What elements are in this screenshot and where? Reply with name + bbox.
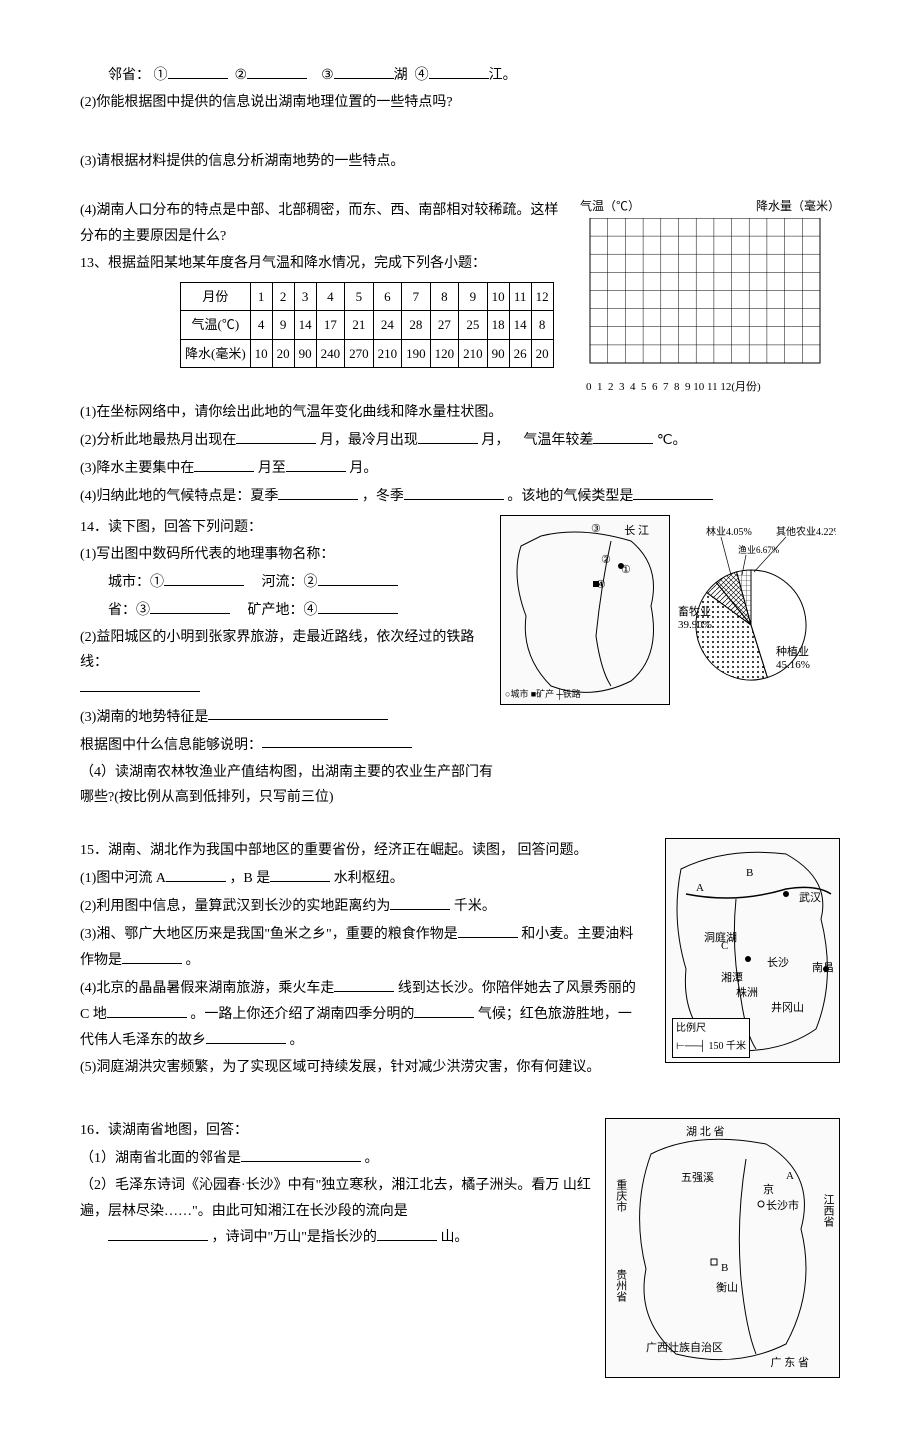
blank-rail-line[interactable]	[334, 975, 394, 992]
blank-hot-month[interactable]	[236, 427, 316, 444]
blank-prov-4[interactable]	[429, 62, 489, 79]
q12-p3: (3)请根据材料提供的信息分析湖南地势的一些特点。	[80, 149, 840, 174]
blank-river-a[interactable]	[166, 865, 226, 882]
q13-p4: (4)归纳此地的气候特点是：夏季 ，冬季 。该地的气候类型是	[80, 483, 840, 509]
x-axis-end: (月份)	[731, 381, 760, 393]
blank-temp-range[interactable]	[593, 427, 653, 444]
lake-word: 湖	[394, 68, 408, 83]
svg-text:45.16%: 45.16%	[776, 659, 810, 671]
circ-4: ④	[415, 68, 429, 83]
q13-p2: (2)分析此地最热月出现在 月，最冷月出现 月， 气温年较差 ℃。	[80, 427, 840, 453]
climate-table: 月份 1 2 3 4 5 6 7 8 9 10 11 12 气温(℃) 4 9 …	[180, 282, 554, 368]
climate-grid-figure: 气温（℃） 降水量（毫米）	[580, 196, 840, 397]
blank-evidence[interactable]	[262, 732, 412, 749]
blank-rain-start[interactable]	[194, 455, 254, 472]
blank-rain-end[interactable]	[286, 455, 346, 472]
q15-intro: 15．湖南、湖北作为我国中部地区的重要省份，经济正在崛起。读图， 回答问题。	[80, 838, 640, 863]
table-row-header: 月份 1 2 3 4 5 6 7 8 9 10 11 12	[181, 282, 554, 310]
q15-p3: (3)湘、鄂广大地区历来是我国"鱼米之乡"，重要的粮食作物是 和小麦。主要油料作…	[80, 921, 640, 973]
q16-map-figure: 湖 北 省 重庆市 贵州省 江西省 广西壮族自治区 广 东 省 长沙市 五强溪 …	[605, 1118, 840, 1378]
blank-mine[interactable]	[318, 597, 398, 614]
climate-grid-svg	[580, 218, 830, 378]
q12-p4: (4)湖南人口分布的特点是中部、北部稠密，而东、西、南部相对较稀疏。这样分布的主…	[80, 198, 580, 248]
blank-prov-1[interactable]	[168, 62, 228, 79]
blank-hometown[interactable]	[206, 1027, 286, 1044]
table-row-temp: 气温(℃) 4 9 14 17 21 24 28 27 25 18 14 8	[181, 311, 554, 339]
svg-text:种植业: 种植业	[776, 644, 809, 658]
q14-figures: 长 江 ③ ① ④ ② ○城市 ■矿产 ┼铁路	[500, 515, 840, 705]
q13-p3: (3)降水主要集中在 月至 月。	[80, 455, 840, 481]
blank-railway[interactable]	[80, 676, 200, 693]
svg-text:畜牧业: 畜牧业	[678, 604, 711, 618]
svg-text:其他农业4.22%: 其他农业4.22%	[776, 525, 836, 538]
blank-prov-3[interactable]	[334, 62, 394, 79]
q15-p4: (4)北京的晶晶暑假来湖南旅游，乘火车走 线到达长沙。你陪伴她去了风景秀丽的 C…	[80, 975, 640, 1053]
blank-distance[interactable]	[390, 893, 450, 910]
q13-p1: (1)在坐标网络中，请你绘出此地的气温年变化曲线和降水量柱状图。	[80, 400, 840, 425]
neighbors-prefix: 邻省：	[108, 68, 150, 83]
blank-prov-2[interactable]	[247, 62, 307, 79]
q14-p3: (3)湖南的地势特征是	[80, 704, 840, 730]
right-axis-label: 降水量（毫米）	[756, 196, 840, 218]
x-ticks: 0 1 2 3 4 5 6 7 8 9 10 11 12(月份)	[580, 378, 840, 398]
q14-p4: （4）读湖南农林牧渔业产值结构图，出湖南主要的农业生产部门有哪些?(按比例从高到…	[80, 760, 500, 810]
blank-terrain[interactable]	[208, 704, 388, 721]
blank-north-prov[interactable]	[241, 1145, 361, 1162]
q15-map-figure: B A 武汉 洞庭湖 C 长沙 湘潭 株洲 井冈山 南昌 比例尺 ⊢──┤ 15…	[665, 838, 840, 1063]
hunan-map-figure: 长 江 ③ ① ④ ② ○城市 ■矿产 ┼铁路	[500, 515, 670, 705]
q12-neighbors: 邻省： ① ② ③ 湖 ④ 江。	[80, 62, 840, 88]
circ-3: ③	[321, 68, 334, 83]
svg-text:林业4.05%: 林业4.05%	[706, 525, 752, 538]
blank-winter[interactable]	[404, 483, 504, 500]
pie-chart-figure: 林业4.05% 其他农业4.22% 渔业6.67% 畜牧业 39.90% 种植业…	[676, 515, 836, 705]
blank-oil-crop[interactable]	[122, 947, 182, 964]
circ-2: ②	[235, 68, 248, 83]
q15-p5: (5)洞庭湖洪灾害频繁，为了实现区域可持续发展，针对减少洪涝灾害，你有何建议。	[80, 1055, 640, 1080]
blank-dam-b[interactable]	[270, 865, 330, 882]
q14-p3b: 根据图中什么信息能够说明：	[80, 732, 840, 758]
left-axis-label: 气温（℃）	[580, 196, 640, 218]
blank-climate-type[interactable]	[633, 483, 713, 500]
blank-place-c[interactable]	[107, 1001, 187, 1018]
blank-city[interactable]	[164, 569, 244, 586]
svg-text:39.90%: 39.90%	[678, 619, 712, 631]
blank-grain[interactable]	[458, 921, 518, 938]
circ-1: ①	[154, 68, 168, 83]
table-row-prec: 降水(毫米) 10 20 90 240 270 210 190 120 210 …	[181, 339, 554, 367]
blank-province[interactable]	[150, 597, 230, 614]
q16-p2: （2）毛泽东诗词《沁园春·长沙》中有"独立寒秋，湘江北去，橘子洲头。看万 山红遍…	[80, 1173, 600, 1249]
blank-flow-dir[interactable]	[108, 1224, 208, 1241]
blank-climate[interactable]	[414, 1001, 474, 1018]
blank-mountain[interactable]	[377, 1224, 437, 1241]
svg-text:渔业6.67%: 渔业6.67%	[738, 545, 780, 555]
blank-river[interactable]	[318, 569, 398, 586]
river-word: 江。	[489, 68, 517, 83]
q12-p2: (2)你能根据图中提供的信息说出湖南地理位置的一些特点吗?	[80, 90, 840, 115]
th-month: 月份	[181, 282, 251, 310]
blank-summer[interactable]	[278, 483, 358, 500]
blank-cold-month[interactable]	[418, 427, 478, 444]
